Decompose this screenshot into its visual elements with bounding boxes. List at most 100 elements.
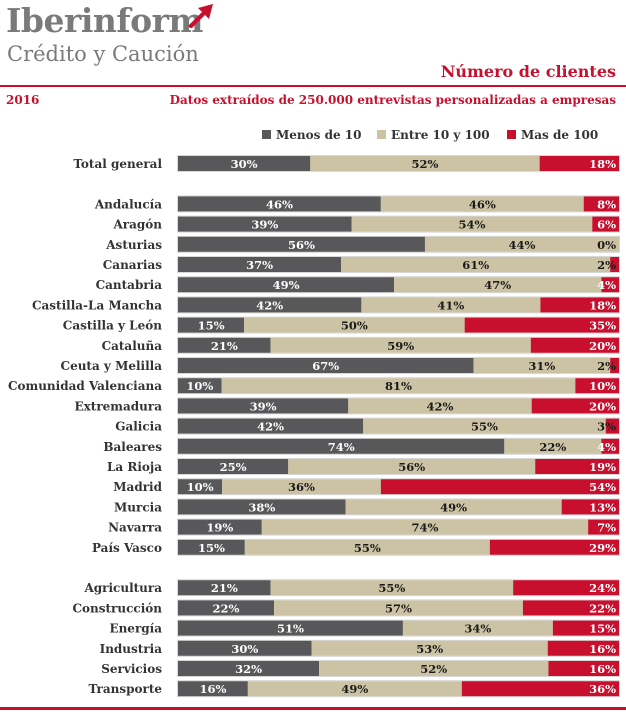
bar-segment-pais-vasco-entre-10-y-100: [244, 539, 490, 555]
category-label-cantabria: Cantabria: [96, 278, 163, 292]
category-label-galicia: Galicia: [115, 420, 162, 434]
bar-segment-energia-entre-10-y-100: [402, 620, 553, 636]
bar-segment-castilla-y-leon-entre-10-y-100: [244, 317, 465, 333]
bar-segment-andalucia-menos-de-10: [178, 196, 381, 212]
bar-segment-murcia-entre-10-y-100: [345, 499, 562, 515]
bar-frame-servicios: [177, 660, 620, 677]
bar-frame-comunidad-valenciana: [177, 377, 620, 395]
data-label-extremadura-menos-de-10: 39%: [250, 399, 277, 413]
category-label-la-rioja: La Rioja: [107, 460, 162, 474]
data-label-comunidad-valenciana-mas-de-100: 10%: [589, 379, 616, 393]
data-label-total-general-menos-de-10: 30%: [231, 157, 258, 171]
data-label-canarias-mas-de-100: 2%: [597, 258, 616, 272]
data-label-extremadura-mas-de-100: 20%: [589, 399, 616, 413]
category-label-total-general: Total general: [73, 157, 162, 171]
bar-frame-murcia: [177, 498, 620, 516]
bar-segment-la-rioja-mas-de-100: [535, 459, 619, 474]
bar-segment-la-rioja-menos-de-10: [178, 459, 289, 474]
data-label-total-general-entre-10-y-100: 52%: [411, 157, 438, 171]
brand-name: Iberinform: [6, 1, 203, 40]
category-label-cataluna: Cataluña: [102, 339, 163, 353]
category-label-navarra: Navarra: [108, 521, 162, 535]
category-label-industria: Industria: [100, 642, 163, 656]
data-label-cantabria-entre-10-y-100: 47%: [484, 278, 511, 292]
bar-segment-cantabria-entre-10-y-100: [394, 277, 602, 293]
bar-segment-transporte-menos-de-10: [178, 681, 248, 697]
bar-segment-castilla-la-mancha-mas-de-100: [540, 297, 619, 313]
bar-segment-cantabria-mas-de-100: [601, 277, 619, 293]
data-label-la-rioja-entre-10-y-100: 56%: [398, 460, 425, 474]
data-label-castilla-y-leon-entre-10-y-100: 50%: [341, 319, 368, 333]
category-label-asturias: Asturias: [105, 238, 162, 252]
data-label-pais-vasco-menos-de-10: 15%: [198, 541, 225, 555]
data-label-servicios-menos-de-10: 32%: [235, 662, 262, 676]
data-label-canarias-menos-de-10: 37%: [246, 258, 273, 272]
data-label-castilla-y-leon-menos-de-10: 15%: [198, 319, 225, 333]
bar-segment-transporte-mas-de-100: [461, 681, 619, 697]
bar-frame-ceuta-y-melilla: [177, 357, 620, 374]
bar-segment-extremadura-mas-de-100: [531, 398, 619, 414]
bar-segment-madrid-mas-de-100: [380, 479, 619, 495]
bar-segment-la-rioja-entre-10-y-100: [288, 459, 536, 474]
data-label-pais-vasco-mas-de-100: 29%: [589, 541, 616, 555]
data-label-navarra-entre-10-y-100: 74%: [411, 521, 438, 535]
data-label-andalucia-entre-10-y-100: 46%: [469, 197, 496, 211]
bar-segment-pais-vasco-mas-de-100: [489, 539, 619, 555]
bar-segment-castilla-y-leon-menos-de-10: [178, 317, 245, 333]
data-label-baleares-menos-de-10: 74%: [328, 440, 355, 454]
bar-segment-cantabria-menos-de-10: [178, 277, 395, 293]
data-label-andalucia-mas-de-100: 8%: [597, 197, 616, 211]
bar-segment-ceuta-y-melilla-entre-10-y-100: [473, 358, 611, 373]
bar-segment-construccion-entre-10-y-100: [274, 600, 523, 616]
category-label-servicios: Servicios: [101, 662, 162, 676]
data-label-aragon-mas-de-100: 6%: [597, 218, 616, 232]
bar-frame-canarias: [177, 256, 620, 273]
bar-frame-cataluna: [177, 336, 620, 354]
bar-segment-industria-mas-de-100: [547, 640, 619, 656]
data-label-asturias-menos-de-10: 56%: [288, 238, 315, 252]
bar-segment-navarra-mas-de-100: [588, 519, 619, 535]
bar-segment-canarias-menos-de-10: [178, 257, 342, 272]
data-label-baleares-entre-10-y-100: 22%: [539, 440, 566, 454]
data-label-navarra-mas-de-100: 7%: [597, 521, 616, 535]
bar-frame-castilla-la-mancha: [177, 296, 620, 314]
bar-frame-baleares: [177, 437, 620, 455]
category-label-agricultura: Agricultura: [83, 581, 162, 595]
data-label-castilla-la-mancha-mas-de-100: 18%: [589, 298, 616, 312]
bar-segment-baleares-mas-de-100: [601, 438, 619, 454]
bar-frame-castilla-y-leon: [177, 316, 620, 334]
data-label-comunidad-valenciana-entre-10-y-100: 81%: [385, 379, 412, 393]
bar-segment-galicia-entre-10-y-100: [363, 418, 606, 434]
data-label-baleares-mas-de-100: 4%: [597, 440, 616, 454]
data-label-construccion-entre-10-y-100: 57%: [385, 601, 412, 615]
data-label-castilla-la-mancha-menos-de-10: 42%: [256, 298, 283, 312]
bar-frame-navarra: [177, 518, 620, 536]
bar-segment-baleares-menos-de-10: [178, 438, 505, 454]
category-label-energia: Energía: [109, 622, 162, 636]
data-label-madrid-menos-de-10: 10%: [187, 480, 214, 494]
data-label-transporte-mas-de-100: 36%: [589, 682, 616, 696]
legend-swatch-menos-de-10: [262, 130, 271, 139]
bar-frame-extremadura: [177, 397, 620, 415]
category-label-madrid: Madrid: [113, 480, 162, 494]
data-label-canarias-entre-10-y-100: 61%: [462, 258, 489, 272]
data-label-agricultura-mas-de-100: 24%: [589, 581, 616, 595]
year-label: 2016: [6, 93, 40, 107]
data-label-cataluna-entre-10-y-100: 59%: [387, 339, 414, 353]
data-label-andalucia-menos-de-10: 46%: [266, 197, 293, 211]
bar-segment-total-general-entre-10-y-100: [310, 156, 540, 171]
bar-frame-aragon: [177, 215, 620, 233]
bar-frame-total-general: [177, 155, 620, 172]
bar-frame-agricultura: [177, 579, 620, 597]
bar-segment-ceuta-y-melilla-menos-de-10: [178, 358, 474, 373]
bar-segment-agricultura-entre-10-y-100: [270, 580, 514, 596]
bar-segment-madrid-menos-de-10: [178, 479, 223, 495]
bar-segment-aragon-entre-10-y-100: [351, 216, 593, 232]
data-label-galicia-menos-de-10: 42%: [257, 420, 284, 434]
brand-arrow-icon: [188, 4, 213, 28]
data-label-agricultura-entre-10-y-100: 55%: [378, 581, 405, 595]
bar-frame-la-rioja: [177, 458, 620, 475]
data-label-extremadura-entre-10-y-100: 42%: [427, 399, 454, 413]
bar-segment-galicia-menos-de-10: [178, 418, 364, 434]
data-label-construccion-menos-de-10: 22%: [213, 601, 240, 615]
